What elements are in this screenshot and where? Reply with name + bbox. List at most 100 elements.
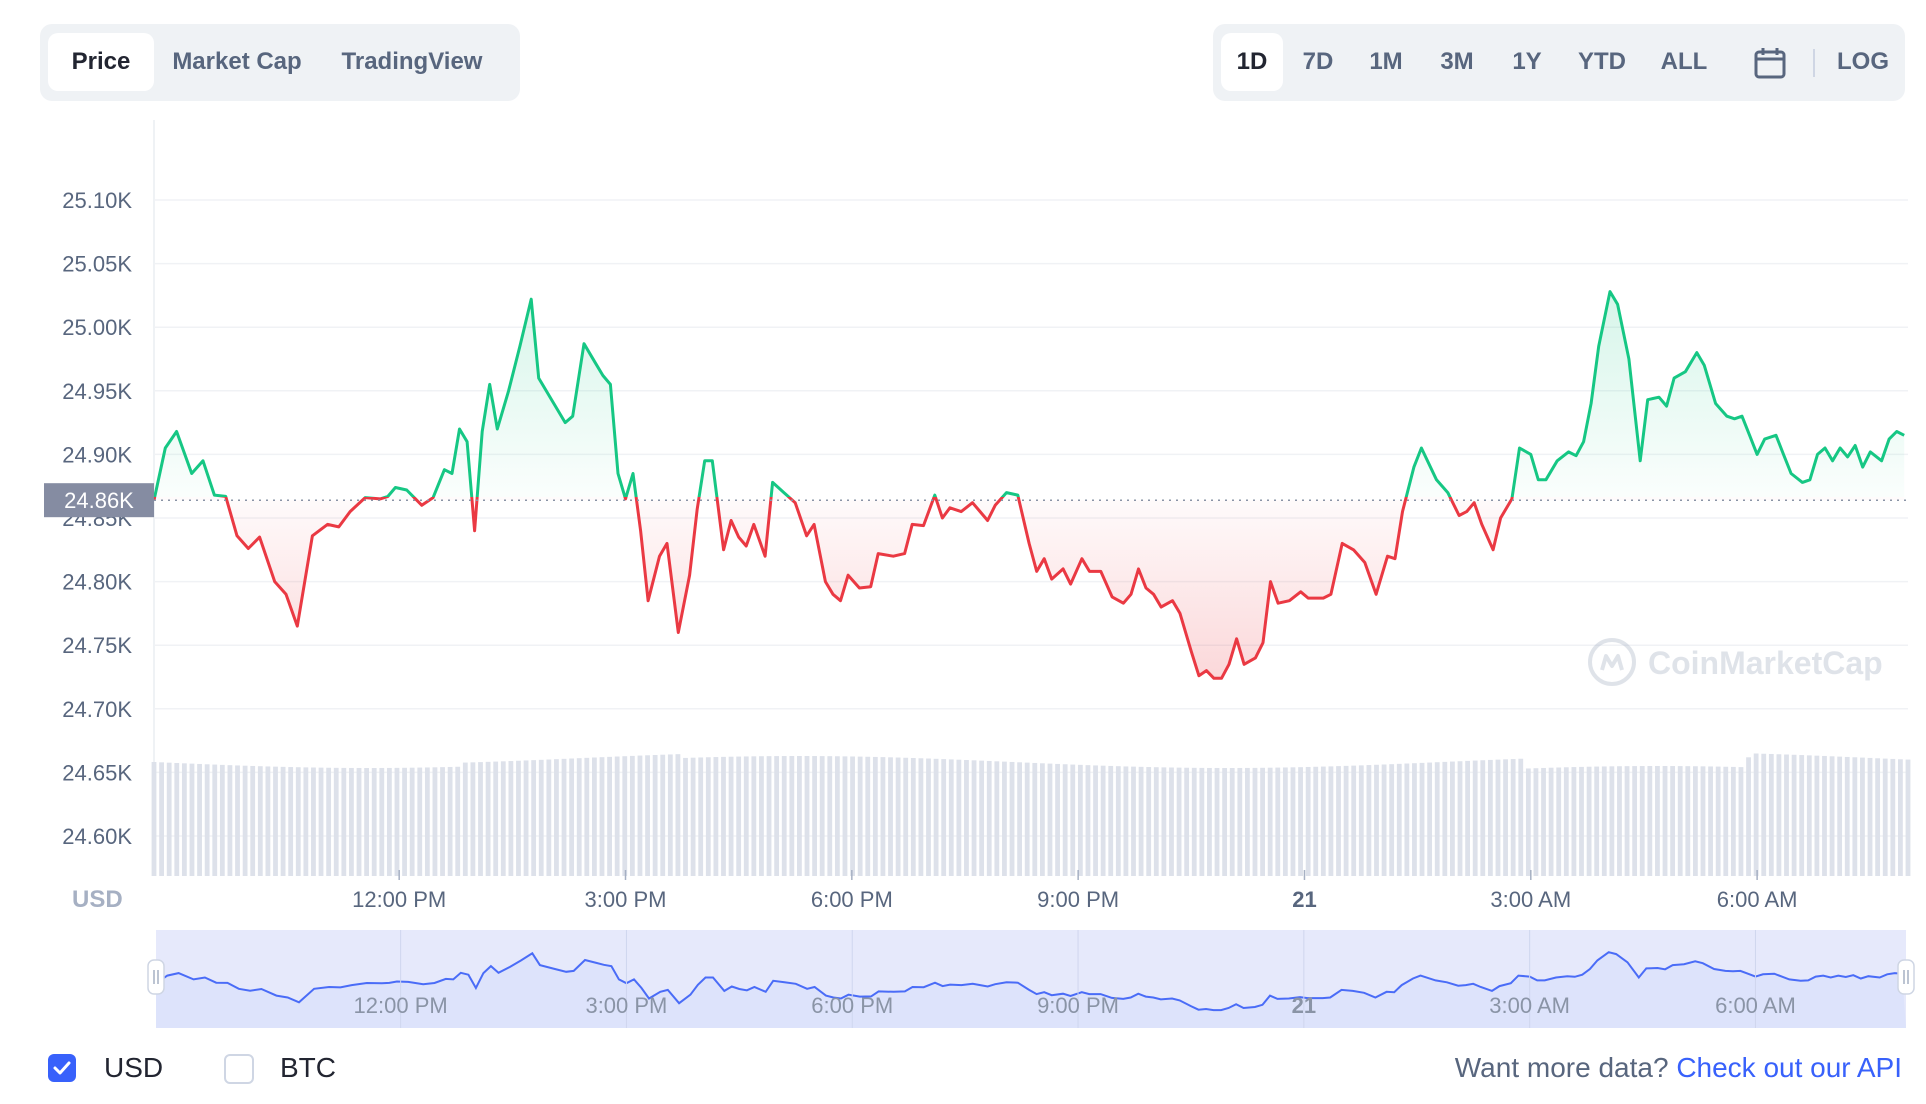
navigator-tick-label: 3:00 PM: [585, 993, 667, 1018]
range-ytd[interactable]: YTD: [1578, 48, 1626, 75]
volume-bar: [1336, 766, 1341, 876]
volume-bar: [1662, 766, 1668, 876]
volume-bar: [1480, 760, 1486, 876]
volume-bar: [1730, 766, 1736, 876]
volume-bar: [1153, 767, 1159, 876]
y-tick-label: 25.10K: [62, 188, 132, 213]
navigator-handle-right[interactable]: [1897, 959, 1915, 995]
volume-bar: [1100, 765, 1106, 876]
volume-bar: [591, 757, 597, 876]
volume-bar: [265, 766, 271, 876]
volume-bar: [850, 756, 855, 876]
volume-bar: [872, 756, 878, 876]
x-axis: 12:00 PM 3:00 PM 6:00 PM 9:00 PM 21 3:00 AM 6:…: [352, 870, 1797, 912]
api-promo: Want more data? Check out our API: [1455, 1052, 1902, 1084]
calendar-icon[interactable]: [1753, 46, 1787, 80]
volume-bar: [1245, 767, 1250, 876]
btc-checkbox[interactable]: [224, 1054, 254, 1084]
volume-bar: [918, 758, 924, 876]
volume-bar: [1282, 767, 1288, 876]
range-3m[interactable]: 3M: [1440, 48, 1474, 75]
price-line-down: [152, 497, 1514, 680]
volume-bar: [1495, 759, 1501, 876]
volume-bar: [1829, 756, 1835, 876]
volume-bar: [1738, 767, 1744, 876]
volume-bar: [645, 755, 650, 876]
range-1y[interactable]: 1Y: [1512, 48, 1542, 75]
volume-bar: [1548, 767, 1554, 876]
reference-price-label: 24.86K: [64, 488, 134, 513]
volume-bar: [652, 754, 658, 876]
volume-bar: [1852, 757, 1858, 876]
volume-bar: [1093, 765, 1098, 876]
volume-bar: [1655, 766, 1660, 876]
x-tick-label: 9:00 PM: [1037, 887, 1119, 912]
x-tick-label: 21: [1292, 887, 1316, 912]
volume-bar: [1138, 766, 1144, 876]
volume-bar: [288, 767, 294, 876]
volume-bar: [1624, 766, 1630, 876]
volume-bar: [888, 757, 893, 876]
volume-bar: [151, 762, 157, 876]
volume-bar: [204, 764, 210, 876]
tab-price[interactable]: Price: [48, 33, 154, 91]
volume-bar: [971, 760, 977, 876]
volume-bar: [333, 767, 339, 876]
usd-checkbox[interactable]: [48, 1054, 76, 1082]
tab-market-cap[interactable]: Market Cap: [172, 48, 302, 75]
tab-tradingview[interactable]: TradingView: [341, 48, 483, 75]
range-1d[interactable]: 1D: [1221, 33, 1283, 91]
volume-bar: [1753, 753, 1759, 876]
volume-bar: [1404, 763, 1410, 876]
range-divider: [1813, 49, 1815, 77]
volume-bar: [736, 756, 742, 876]
volume-bar: [181, 763, 187, 876]
navigator-tick-label: 6:00 PM: [811, 993, 893, 1018]
volume-bar: [614, 756, 620, 876]
api-link[interactable]: Check out our API: [1676, 1052, 1902, 1083]
volume-bar: [257, 766, 263, 876]
range-navigator[interactable]: 12:00 PM 3:00 PM 6:00 PM 9:00 PM 21 3:00 AM 6:…: [147, 930, 1915, 1028]
log-toggle[interactable]: LOG: [1837, 48, 1889, 75]
volume-bar: [455, 766, 461, 876]
volume-bar: [219, 764, 225, 876]
volume-bar: [1860, 757, 1865, 876]
price-chart[interactable]: 25.10K25.05K25.00K24.95K24.90K24.85K24.8…: [0, 0, 1926, 1040]
volume-bar: [1176, 767, 1182, 876]
volume-bar: [1563, 767, 1569, 876]
volume-bar: [1305, 766, 1311, 876]
volume-bar: [417, 767, 423, 876]
volume-bar: [1814, 755, 1820, 876]
volume-bar: [1115, 766, 1121, 876]
volume-bar: [1518, 758, 1524, 876]
volume-bar: [1457, 761, 1463, 876]
range-all[interactable]: ALL: [1660, 48, 1708, 75]
volume-bar: [827, 756, 833, 876]
volume-bar: [1746, 757, 1751, 876]
navigator-handle-left[interactable]: [147, 959, 165, 995]
volume-bar: [1768, 753, 1774, 876]
range-1m[interactable]: 1M: [1369, 48, 1403, 75]
volume-bar: [895, 757, 901, 876]
volume-bar: [1784, 754, 1789, 876]
x-tick-label: 3:00 AM: [1490, 887, 1571, 912]
volume-bar: [842, 756, 848, 876]
volume-bar: [1670, 766, 1676, 876]
navigator-tick-label: 12:00 PM: [354, 993, 448, 1018]
volume-bar: [1700, 766, 1706, 876]
volume-bar: [933, 758, 939, 876]
volume-bar: [250, 765, 256, 876]
volume-bar: [1556, 767, 1562, 876]
volume-bar: [1032, 762, 1038, 876]
navigator-area: [156, 952, 1906, 1028]
volume-bar: [326, 767, 332, 876]
volume-bars: [151, 753, 1911, 876]
volume-bar: [174, 762, 180, 876]
x-tick-label: 6:00 AM: [1717, 887, 1798, 912]
volume-bar: [910, 758, 916, 876]
navigator-tick-label: 3:00 AM: [1489, 993, 1570, 1018]
volume-bar: [166, 762, 172, 876]
volume-bar: [1351, 765, 1357, 876]
volume-bar: [994, 761, 1000, 876]
range-7d[interactable]: 7D: [1302, 48, 1334, 75]
